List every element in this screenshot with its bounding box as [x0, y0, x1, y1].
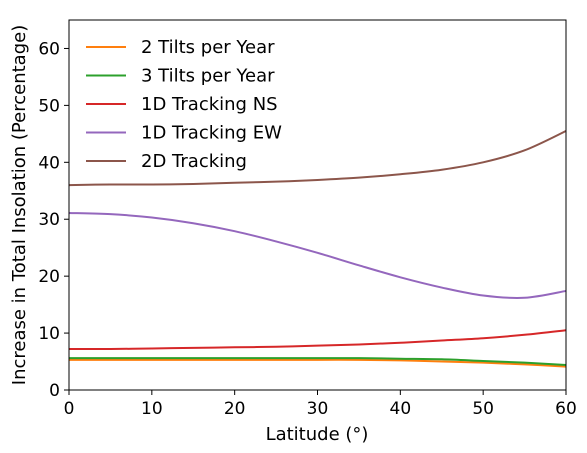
series-line-1 [68, 358, 567, 368]
y-tick-label: 60 [38, 39, 60, 59]
x-tick-label: 10 [141, 399, 163, 419]
legend-label-5: 2D Tracking [141, 151, 247, 172]
y-axis: 0 10 20 30 40 50 60 [38, 39, 69, 401]
legend-label-1: 2 Tilts per Year [141, 37, 275, 58]
x-tick-label: 0 [64, 399, 75, 419]
x-axis-label: Latitude (°) [266, 424, 369, 445]
legend-label-4: 1D Tracking EW [141, 123, 282, 144]
y-tick-label: 30 [38, 210, 60, 230]
x-axis: 0 10 20 30 40 50 60 [64, 390, 577, 419]
y-axis-label: Increase in Total Insolation (Percentage… [9, 25, 30, 385]
x-tick-label: 50 [472, 399, 494, 419]
y-tick-label: 0 [49, 381, 60, 401]
series-line-4 [68, 211, 567, 299]
series-line-5 [68, 130, 567, 187]
legend: 2 Tilts per Year 3 Tilts per Year 1D Track… [86, 37, 282, 172]
legend-label-2: 3 Tilts per Year [141, 66, 275, 87]
series-line-3 [68, 329, 567, 351]
y-tick-label: 50 [38, 96, 60, 116]
x-tick-label: 60 [555, 399, 577, 419]
y-tick-label: 20 [38, 267, 60, 287]
legend-label-3: 1D Tracking NS [141, 94, 278, 115]
x-tick-label: 20 [224, 399, 246, 419]
series-layer [68, 130, 567, 368]
x-tick-label: 30 [307, 399, 329, 419]
y-tick-label: 10 [38, 324, 60, 344]
series-line-2 [69, 357, 567, 366]
y-tick-label: 40 [38, 153, 60, 173]
x-tick-label: 40 [390, 399, 412, 419]
